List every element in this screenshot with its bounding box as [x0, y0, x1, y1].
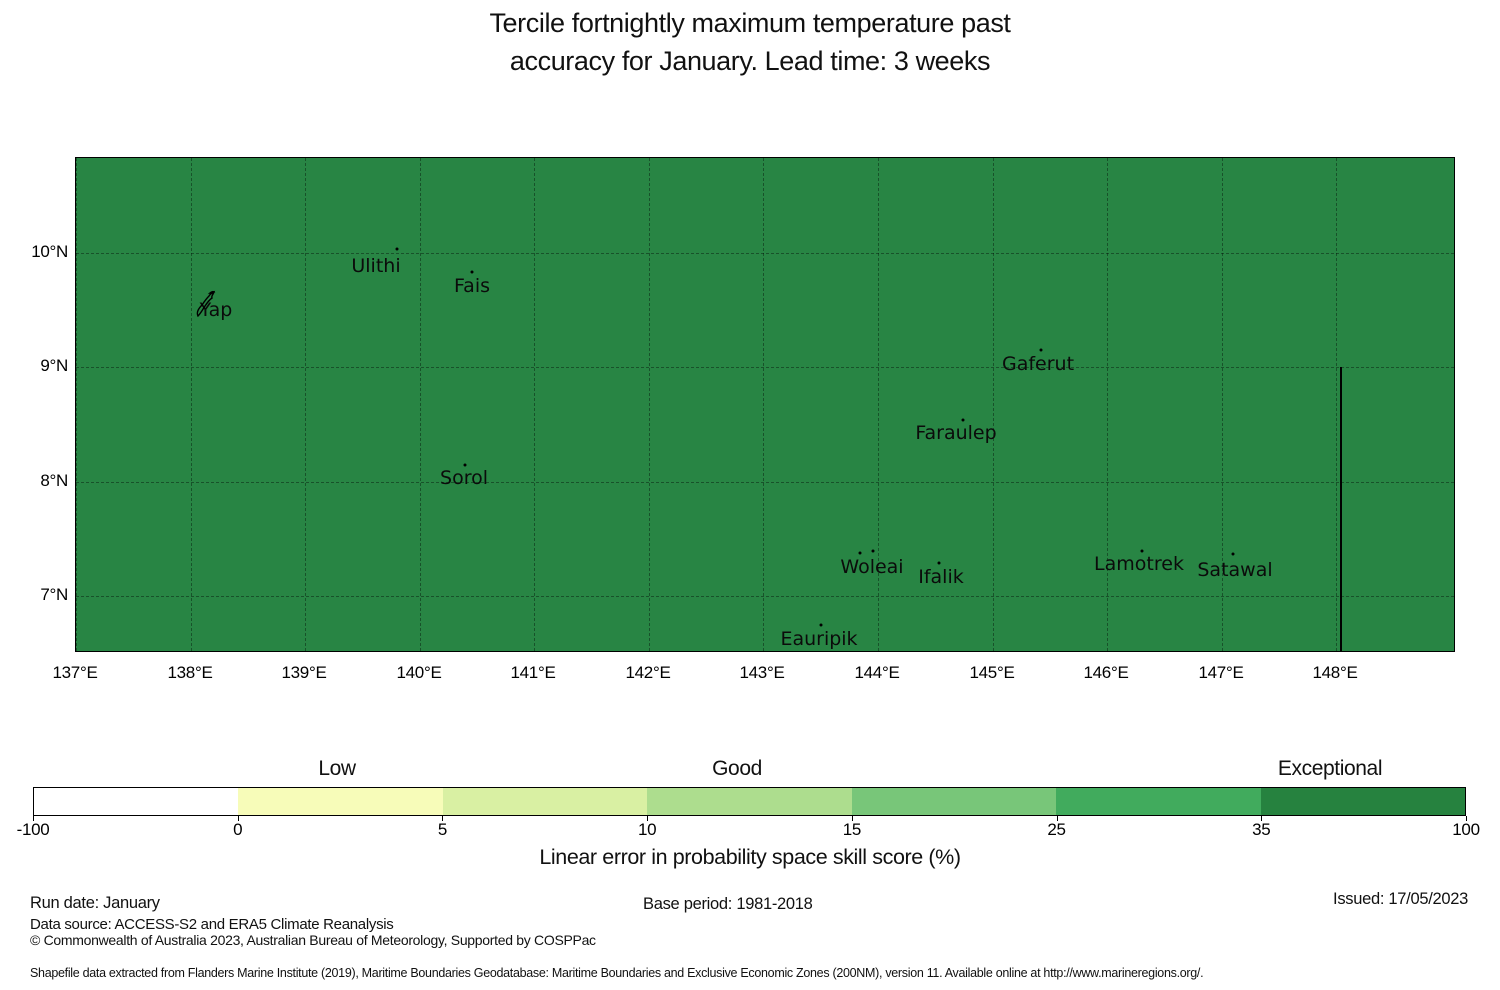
colorbar-segment: [1056, 788, 1261, 815]
colorbar-axis-label: Linear error in probability space skill …: [539, 845, 961, 869]
y-axis-tick: 9°N: [40, 356, 68, 375]
gridline-horizontal: [76, 482, 1454, 483]
island-label-eauripik: Eauripik: [780, 628, 858, 650]
x-axis-tick: 138°E: [167, 663, 213, 682]
y-axis-tick: 7°N: [40, 585, 68, 604]
island-dot-eauripik: [819, 623, 823, 627]
figure-title: Tercile fortnightly maximum temperature …: [0, 4, 1500, 80]
colorbar-tickmark: [647, 816, 649, 821]
figure-title-line2: accuracy for January. Lead time: 3 weeks: [509, 46, 991, 76]
colorbar-tick-label: -100: [16, 820, 50, 839]
gridline-vertical: [649, 158, 650, 651]
island-dot-satawal: [1231, 552, 1235, 556]
colorbar-tickmark: [33, 816, 34, 821]
gridline-vertical: [191, 158, 192, 651]
gridline-vertical: [993, 158, 994, 651]
colorbar-tick-label: 100: [1452, 820, 1480, 839]
base-period-text: Base period: 1981-2018: [643, 895, 813, 913]
island-dot-gaferut: [1039, 348, 1043, 352]
colorbar-tickmark: [442, 816, 444, 821]
island-label-sorol: Sorol: [440, 467, 488, 489]
colorbar-segment: [647, 788, 852, 815]
colorbar-tickmark: [237, 816, 239, 821]
colorbar-category-exceptional: Exceptional: [1277, 757, 1383, 780]
y-axis-tick: 8°N: [40, 471, 68, 490]
x-axis-tick: 141°E: [510, 663, 556, 682]
colorbar-category-good: Good: [712, 757, 762, 780]
gridline-horizontal: [76, 596, 1454, 597]
island-label-ulithi: Ulithi: [351, 255, 401, 277]
gridline-vertical: [763, 158, 764, 651]
colorbar-segment: [1260, 788, 1465, 815]
island-label-woleai: Woleai: [840, 556, 904, 578]
island-dot-woleai: [858, 551, 862, 555]
gridline-vertical: [305, 158, 306, 651]
colorbar-segment: [34, 788, 239, 815]
x-axis-tick: 140°E: [396, 663, 442, 682]
island-label-ifalik: Ifalik: [918, 566, 964, 588]
colorbar-tick-label: 10: [637, 820, 657, 839]
colorbar-category-low: Low: [318, 757, 356, 780]
island-dot-faraulep: [961, 418, 965, 422]
colorbar-segment: [851, 788, 1057, 815]
shapefile-attribution-text: Shapefile data extracted from Flanders M…: [30, 966, 1204, 980]
island-dot-sorol: [463, 463, 467, 467]
y-axis-tick: 10°N: [31, 242, 68, 261]
figure-title-line1: Tercile fortnightly maximum temperature …: [489, 8, 1011, 38]
data-source-text: Data source: ACCESS-S2 and ERA5 Climate …: [30, 916, 394, 933]
island-label-faraulep: Faraulep: [915, 422, 997, 444]
island-dot-woleai: [871, 549, 875, 553]
map-plot-area: Yap Ulithi Fais Sorol Gaferut Faraulep Woleai I…: [75, 157, 1455, 652]
run-date-text: Run date: January: [30, 894, 160, 912]
maritime-boundary-line: [1340, 367, 1342, 651]
colorbar-tick-label: 0: [233, 820, 243, 839]
gridline-vertical: [1336, 158, 1337, 651]
colorbar-tickmark: [1466, 816, 1467, 821]
gridline-horizontal: [76, 253, 1454, 254]
colorbar-tick-label: 5: [437, 820, 447, 839]
gridline-vertical: [76, 158, 77, 651]
x-axis-tick: 148°E: [1312, 663, 1358, 682]
colorbar-tick-label: 15: [842, 820, 862, 839]
gridline-vertical: [534, 158, 535, 651]
colorbar-tickmark: [851, 816, 853, 821]
gridline-vertical: [420, 158, 421, 651]
island-label-lamotrek: Lamotrek: [1094, 553, 1184, 575]
island-dot-lamotrek: [1140, 549, 1144, 553]
island-label-satawal: Satawal: [1197, 559, 1273, 581]
x-axis-tick: 137°E: [52, 663, 98, 682]
island-dot-ifalik: [937, 561, 941, 565]
issued-date-text: Issued: 17/05/2023: [1333, 890, 1468, 908]
island-label-gaferut: Gaferut: [1001, 353, 1075, 375]
colorbar-segment: [238, 788, 443, 815]
x-axis-tick: 147°E: [1198, 663, 1244, 682]
island-label-fais: Fais: [453, 275, 491, 297]
gridline-vertical: [1107, 158, 1108, 651]
colorbar: [33, 787, 1466, 816]
colorbar-segment: [442, 788, 648, 815]
yap-island-outline: [196, 290, 216, 318]
island-label-yap: Yap: [199, 299, 233, 321]
gridline-vertical: [1222, 158, 1223, 651]
island-dot-ulithi: [395, 247, 399, 251]
colorbar-tick-label: 35: [1252, 820, 1271, 839]
x-axis-tick: 143°E: [739, 663, 785, 682]
colorbar-tickmark: [1056, 816, 1058, 821]
copyright-text: © Commonwealth of Australia 2023, Austra…: [30, 932, 596, 948]
gridline-horizontal: [76, 367, 1454, 368]
x-axis-tick: 145°E: [969, 663, 1015, 682]
island-dot-fais: [470, 270, 474, 274]
colorbar-tickmark: [1261, 816, 1263, 821]
x-axis-tick: 142°E: [625, 663, 671, 682]
x-axis-tick: 146°E: [1083, 663, 1129, 682]
gridline-vertical: [878, 158, 879, 651]
x-axis-tick: 144°E: [854, 663, 900, 682]
colorbar-tick-label: 25: [1047, 820, 1066, 839]
x-axis-tick: 139°E: [281, 663, 327, 682]
